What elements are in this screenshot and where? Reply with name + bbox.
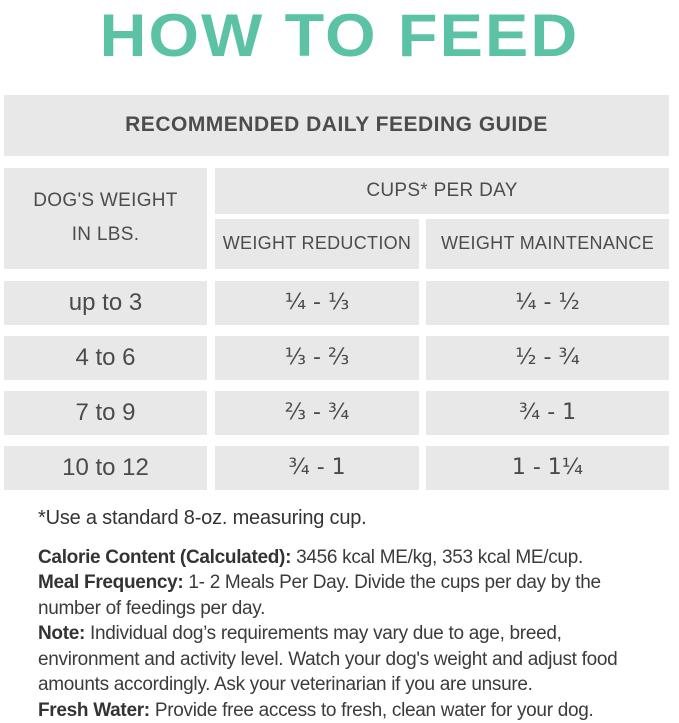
weight-maintenance-value: ½ - ¾ (426, 335, 669, 380)
weight-reduction-value: ⅓ - ⅔ (215, 335, 419, 380)
weight-reduction-value: ¾ - 1 (215, 445, 419, 490)
page-title: HOW TO FEED (99, 2, 580, 69)
weight-maintenance-value: 1 - 1¼ (426, 445, 669, 490)
cups-header-group: CUPS* PER DAY WEIGHT REDUCTION WEIGHT MA… (215, 167, 669, 269)
note-text: Provide free access to fresh, clean wate… (149, 699, 594, 721)
table-header-section: DOG'S WEIGHT IN LBS. CUPS* PER DAY WEIGH… (4, 167, 669, 269)
weight-range-value: up to 3 (4, 280, 207, 325)
note-text: Individual dog’s requirements may vary d… (38, 623, 618, 696)
feeding-notes: Calorie Content (Calculated): 3456 kcal … (38, 545, 667, 723)
weight-reduction-value: ¼ - ⅓ (215, 280, 419, 325)
note-general: Note: Individual dog’s requirements may … (38, 621, 667, 698)
weight-reduction-value: ⅔ - ¾ (215, 390, 419, 435)
weight-maintenance-value: ¼ - ½ (426, 280, 669, 325)
note-calorie-content: Calorie Content (Calculated): 3456 kcal … (38, 545, 667, 571)
table-row: 4 to 6 ⅓ - ⅔ ½ - ¾ (4, 335, 669, 380)
table-row: up to 3 ¼ - ⅓ ¼ - ½ (4, 280, 669, 325)
cups-subheader-row: WEIGHT REDUCTION WEIGHT MAINTENANCE (215, 218, 669, 269)
feeding-table: RECOMMENDED DAILY FEEDING GUIDE DOG'S WE… (4, 94, 669, 490)
dogs-weight-header-line2: IN LBS. (71, 224, 140, 246)
weight-range-value: 4 to 6 (4, 335, 207, 380)
note-fresh-water: Fresh Water: Provide free access to fres… (38, 698, 667, 723)
measuring-cup-footnote: *Use a standard 8-oz. measuring cup. (38, 506, 367, 529)
weight-range-value: 7 to 9 (4, 390, 207, 435)
note-label: Note: (38, 623, 86, 645)
note-text: 3456 kcal ME/kg, 353 kcal ME/cup. (291, 546, 583, 568)
column-header-weight-maintenance: WEIGHT MAINTENANCE (426, 218, 669, 269)
note-meal-frequency: Meal Frequency: 1- 2 Meals Per Day. Divi… (38, 570, 667, 621)
table-row: 7 to 9 ⅔ - ¾ ¾ - 1 (4, 390, 669, 435)
note-label: Meal Frequency: (38, 572, 184, 594)
table-row: 10 to 12 ¾ - 1 1 - 1¼ (4, 445, 669, 490)
weight-range-value: 10 to 12 (4, 445, 207, 490)
column-header-weight-reduction: WEIGHT REDUCTION (215, 218, 419, 269)
note-label: Calorie Content (Calculated): (38, 546, 292, 568)
column-header-cups-per-day: CUPS* PER DAY (215, 167, 669, 214)
column-header-dogs-weight: DOG'S WEIGHT IN LBS. (4, 167, 207, 269)
table-title: RECOMMENDED DAILY FEEDING GUIDE (4, 94, 669, 156)
note-label: Fresh Water: (38, 699, 150, 721)
note-text: 1- 2 Meals Per Day. Divide the cups per … (38, 572, 601, 619)
weight-maintenance-value: ¾ - 1 (426, 390, 669, 435)
dogs-weight-header-line1: DOG'S WEIGHT (33, 190, 178, 212)
